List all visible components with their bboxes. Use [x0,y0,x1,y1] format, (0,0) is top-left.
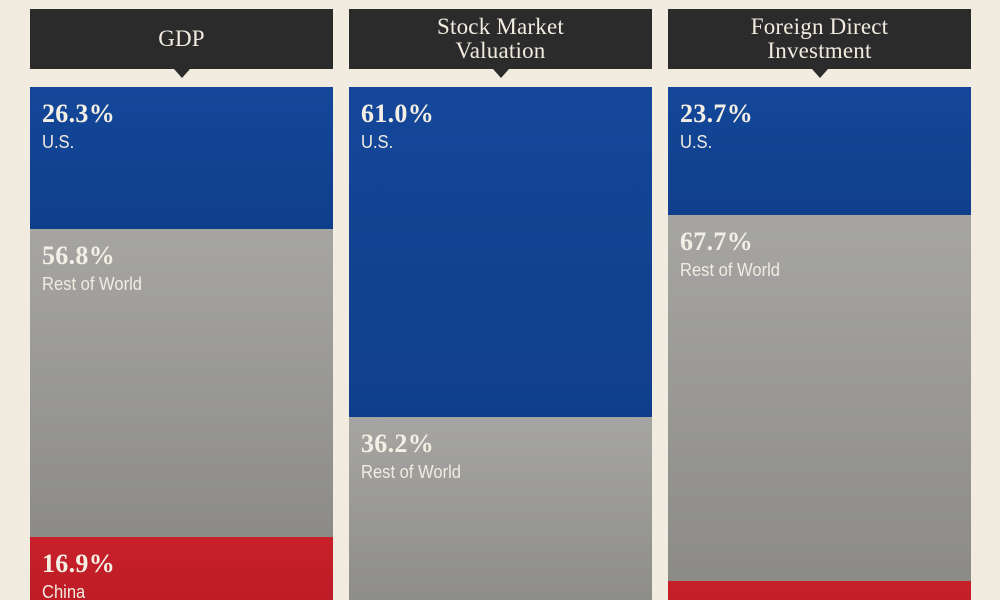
data-label-value: 56.8% [42,241,115,271]
data-label-name: China [42,581,86,600]
data-label-name: U.S. [361,132,394,152]
column-header: Stock Market Valuation [349,9,652,69]
bar-segment-rest-of-world: 36.2% Rest of World [349,417,652,600]
bar-segment-u-s: 26.3% U.S. [30,87,333,230]
bar-segment-u-s: 23.7% U.S. [668,87,971,216]
bar-segment-china: 16.9% China [30,536,333,600]
data-label-value: 16.9% [42,548,115,578]
data-label-name: Rest of World [361,462,462,482]
data-label-name: Rest of World [680,260,781,281]
data-label-name: U.S. [42,132,75,152]
bar-segment-rest-of-world: 56.8% Rest of World [30,229,333,537]
data-label-name: Rest of World [42,274,143,295]
stacked-bar: 26.3% U.S. 56.8% Rest of World 16.9% China [30,87,333,600]
data-label-value: 36.2% [361,429,434,458]
stacked-bar: 61.0% U.S. 36.2% Rest of World [349,87,652,600]
bar-segment-u-s: 61.0% U.S. [349,87,652,417]
data-label-value: 23.7% [680,99,753,128]
data-label-name: U.S. [680,132,713,152]
column-2: Foreign Direct Investment 23.7% U.S. 67.7% R… [668,0,971,600]
column-header: GDP [30,9,333,69]
data-label-value: 67.7% [680,227,753,257]
column-header: Foreign Direct Investment [668,9,971,69]
data-label-value: 61.0% [361,99,434,128]
header-pointer [811,69,828,78]
stacked-bar: 23.7% U.S. 67.7% Rest of World [668,87,971,600]
bar-segment-rest-of-world: 67.7% Rest of World [668,215,971,582]
header-pointer [173,69,190,78]
bar-segment-china [668,581,971,600]
header-pointer [492,69,509,78]
data-label-value: 26.3% [42,99,115,128]
column-1: Stock Market Valuation 61.0% U.S. 36.2% Rest… [349,0,652,600]
column-0: GDP 26.3% U.S. 56.8% Rest of World 16.9% China [30,0,333,600]
